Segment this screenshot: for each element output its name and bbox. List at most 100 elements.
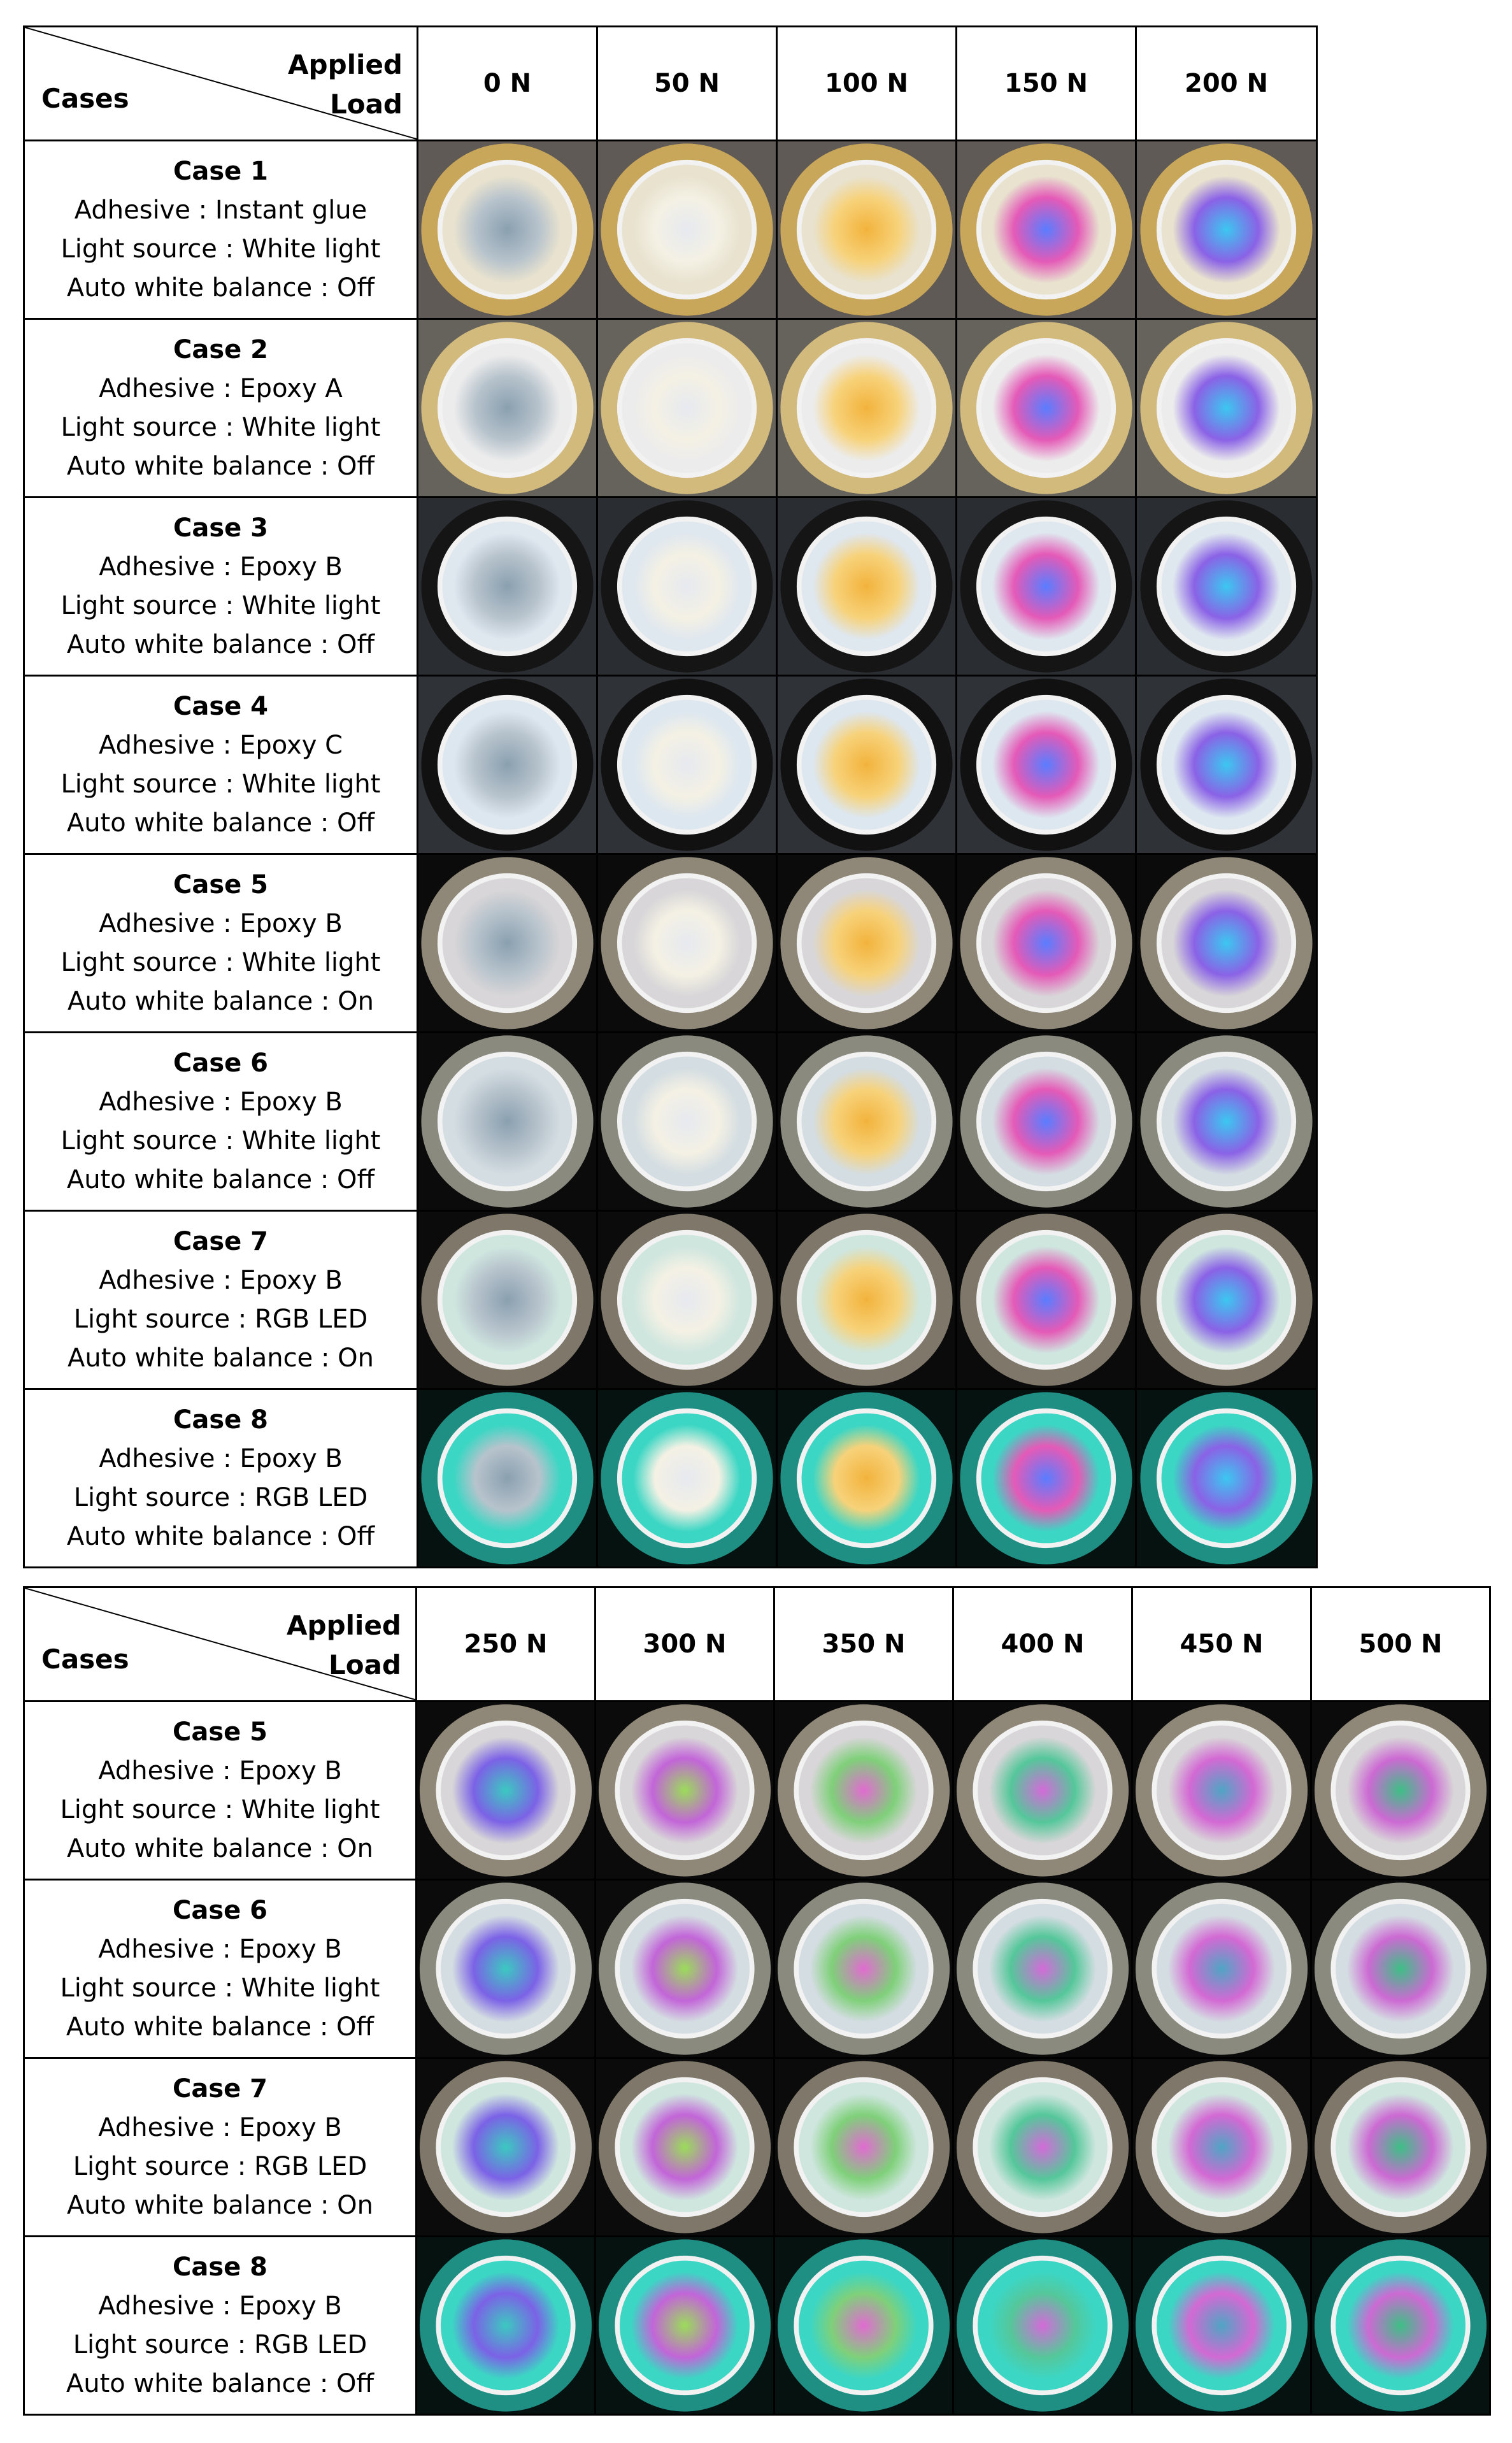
- load-header: 400 N: [952, 1586, 1133, 1702]
- photo-cell: [776, 318, 957, 498]
- photo-cell: [596, 853, 778, 1033]
- photo-cell: [415, 1879, 596, 2059]
- photo-cell: [776, 1210, 957, 1390]
- case-title: Case 1: [173, 156, 269, 186]
- photoelastic-disc-photo: [958, 1034, 1134, 1209]
- case-row: Case 7 Adhesive : Epoxy B Light source : R…: [23, 2057, 1491, 2237]
- case-adhesive: Adhesive : Epoxy B: [98, 1934, 342, 1964]
- load-header: 350 N: [773, 1586, 954, 1702]
- applied-label: Applied: [287, 1610, 401, 1641]
- case-adhesive: Adhesive : Instant glue: [74, 195, 367, 225]
- photoelastic-disc-photo: [955, 1881, 1130, 2056]
- case-light-source: Light source : White light: [61, 947, 381, 977]
- case-adhesive: Adhesive : Epoxy C: [98, 730, 343, 760]
- case-description-cell: Case 4 Adhesive : Epoxy C Light source : W…: [23, 675, 418, 855]
- photoelastic-disc-photo: [776, 2060, 952, 2235]
- photoelastic-disc-photo: [958, 677, 1134, 852]
- photoelastic-disc-photo: [419, 1212, 596, 1387]
- case-row: Case 6 Adhesive : Epoxy B Light source : W…: [23, 1879, 1491, 2059]
- photoelastic-disc-photo: [419, 1391, 596, 1566]
- case-title: Case 6: [173, 1048, 269, 1078]
- photo-cell: [1135, 675, 1318, 855]
- photoelastic-disc-photo: [1138, 856, 1315, 1031]
- photoelastic-disc-photo: [778, 142, 955, 317]
- photoelastic-disc-photo: [418, 1881, 594, 2056]
- load-label: Load: [329, 89, 403, 120]
- photo-cell: [955, 675, 1137, 855]
- photoelastic-disc-photo: [778, 856, 955, 1031]
- photoelastic-disc-photo: [1134, 1881, 1309, 2056]
- case-light-source: Light source : White light: [61, 1126, 381, 1156]
- case-auto-white-balance: Auto white balance : Off: [66, 2012, 374, 2042]
- cases-label: Cases: [41, 1644, 129, 1675]
- case-auto-white-balance: Auto white balance : Off: [66, 451, 375, 481]
- photoelastic-disc-photo: [599, 856, 775, 1031]
- photo-cell: [417, 496, 598, 677]
- photoelastic-disc-photo: [599, 499, 775, 674]
- photo-cell: [1135, 1210, 1318, 1390]
- photoelastic-disc-photo: [1313, 1881, 1488, 2056]
- table-header-row: Applied Load Cases 250 N 300 N 350 N 400 …: [23, 1586, 1491, 1702]
- photo-cell: [596, 1388, 778, 1568]
- photo-cell: [417, 675, 598, 855]
- photoelastic-disc-photo: [955, 1703, 1130, 1878]
- case-adhesive: Adhesive : Epoxy B: [99, 1087, 343, 1117]
- photo-cell: [1131, 2057, 1312, 2237]
- photoelastic-disc-photo: [1134, 2060, 1309, 2235]
- case-row: Case 3 Adhesive : Epoxy B Light source : W…: [23, 496, 1318, 677]
- case-auto-white-balance: Auto white balance : Off: [66, 1521, 375, 1551]
- case-adhesive: Adhesive : Epoxy B: [98, 2112, 342, 2142]
- photoelastic-disc-photo: [778, 499, 955, 674]
- case-adhesive: Adhesive : Epoxy B: [99, 908, 343, 938]
- case-adhesive: Adhesive : Epoxy B: [98, 2291, 342, 2321]
- photoelastic-disc-photo: [597, 1881, 773, 2056]
- case-light-source: Light source : White light: [61, 769, 381, 799]
- photoelastic-disc-photo: [418, 2238, 594, 2413]
- load-header: 50 N: [596, 25, 778, 141]
- photoelastic-disc-photo: [1138, 677, 1315, 852]
- photo-cell: [1131, 1700, 1312, 1881]
- photo-cell: [1310, 2057, 1491, 2237]
- case-adhesive: Adhesive : Epoxy B: [99, 552, 343, 582]
- photo-cell: [417, 853, 598, 1033]
- photoelastic-disc-photo: [419, 1034, 596, 1209]
- case-description-cell: Case 7 Adhesive : Epoxy B Light source : R…: [23, 2057, 417, 2237]
- photoelasticity-table-top: Applied Load Cases 0 N 50 N 100 N 150 N 2…: [23, 25, 1318, 1568]
- load-header: 300 N: [594, 1586, 775, 1702]
- photoelastic-disc-photo: [778, 320, 955, 496]
- photo-cell: [415, 1700, 596, 1881]
- photo-cell: [417, 1031, 598, 1212]
- diagonal-divider: [25, 1588, 417, 1700]
- case-row: Case 1 Adhesive : Instant glue Light sourc…: [23, 140, 1318, 320]
- photoelastic-disc-photo: [1134, 2238, 1309, 2413]
- photoelastic-disc-photo: [599, 1212, 775, 1387]
- case-adhesive: Adhesive : Epoxy A: [99, 373, 343, 403]
- photoelastic-disc-photo: [419, 320, 596, 496]
- case-adhesive: Adhesive : Epoxy B: [98, 1756, 342, 1786]
- photo-cell: [1135, 318, 1318, 498]
- load-header: 0 N: [417, 25, 598, 141]
- load-header: 500 N: [1310, 1586, 1491, 1702]
- photo-cell: [1135, 853, 1318, 1033]
- photoelastic-disc-photo: [1138, 320, 1315, 496]
- corner-header-cell: Applied Load Cases: [23, 25, 418, 141]
- photoelastic-disc-photo: [599, 320, 775, 496]
- photo-cell: [1310, 1700, 1491, 1881]
- photoelastic-disc-photo: [597, 1703, 773, 1878]
- photo-cell: [955, 496, 1137, 677]
- case-auto-white-balance: Auto white balance : Off: [66, 1164, 375, 1194]
- photoelastic-disc-photo: [776, 1703, 952, 1878]
- applied-label: Applied: [288, 49, 403, 80]
- photoelastic-disc-photo: [958, 856, 1134, 1031]
- photoelastic-disc-photo: [958, 499, 1134, 674]
- case-row: Case 8 Adhesive : Epoxy B Light source : R…: [23, 2235, 1491, 2416]
- case-row: Case 8 Adhesive : Epoxy B Light source : R…: [23, 1388, 1318, 1568]
- case-adhesive: Adhesive : Epoxy B: [99, 1444, 343, 1473]
- photo-cell: [594, 1879, 775, 2059]
- photo-cell: [596, 318, 778, 498]
- photo-cell: [417, 140, 598, 320]
- case-light-source: Light source : RGB LED: [73, 1304, 368, 1334]
- photoelastic-disc-photo: [958, 1212, 1134, 1387]
- case-title: Case 7: [173, 1226, 269, 1256]
- case-auto-white-balance: Auto white balance : Off: [66, 629, 375, 659]
